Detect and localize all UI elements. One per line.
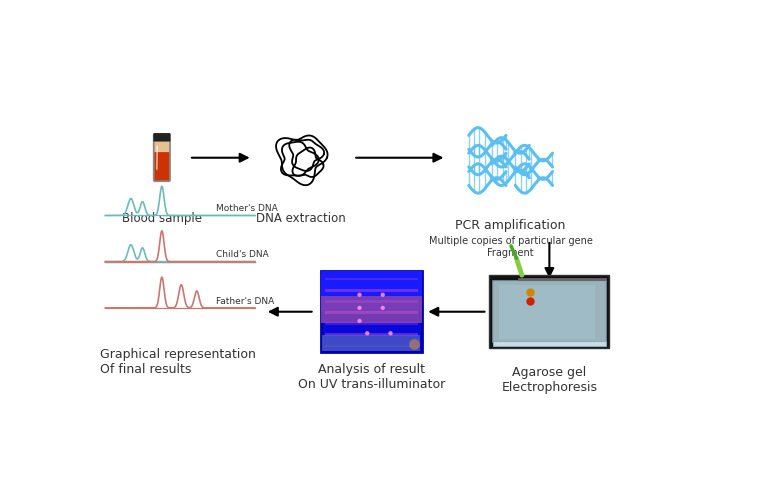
Text: Father's DNA: Father's DNA: [216, 297, 274, 306]
FancyBboxPatch shape: [325, 345, 418, 348]
Text: DNA extraction: DNA extraction: [257, 211, 346, 225]
Text: Multiple copies of particular gene
Fragment: Multiple copies of particular gene Fragm…: [429, 236, 593, 258]
Circle shape: [409, 339, 420, 350]
Text: Analysis of result
On UV trans-illuminator: Analysis of result On UV trans-illuminat…: [297, 363, 445, 391]
Circle shape: [381, 306, 385, 310]
Text: Graphical representation
Of final results: Graphical representation Of final result…: [100, 348, 256, 376]
FancyBboxPatch shape: [154, 136, 170, 156]
Text: PCR amplification: PCR amplification: [455, 219, 566, 232]
FancyBboxPatch shape: [154, 152, 170, 181]
FancyBboxPatch shape: [325, 300, 418, 303]
FancyBboxPatch shape: [325, 278, 418, 281]
FancyBboxPatch shape: [498, 285, 595, 339]
Text: Blood sample: Blood sample: [122, 211, 202, 225]
FancyBboxPatch shape: [325, 322, 418, 325]
FancyBboxPatch shape: [325, 289, 418, 291]
FancyBboxPatch shape: [323, 335, 420, 351]
FancyBboxPatch shape: [321, 271, 422, 352]
Circle shape: [381, 293, 385, 297]
FancyBboxPatch shape: [154, 133, 170, 141]
Circle shape: [389, 331, 392, 335]
FancyBboxPatch shape: [493, 281, 605, 342]
Circle shape: [365, 331, 369, 335]
Text: Mother's DNA: Mother's DNA: [216, 204, 278, 213]
Text: Agarose gel
Electrophoresis: Agarose gel Electrophoresis: [502, 366, 598, 393]
FancyBboxPatch shape: [489, 275, 610, 348]
FancyBboxPatch shape: [325, 311, 418, 314]
FancyBboxPatch shape: [493, 341, 605, 346]
Circle shape: [357, 319, 362, 323]
Circle shape: [357, 293, 362, 297]
FancyBboxPatch shape: [321, 296, 422, 323]
FancyBboxPatch shape: [321, 271, 422, 312]
Text: Child's DNA: Child's DNA: [216, 250, 269, 259]
FancyBboxPatch shape: [325, 333, 418, 336]
Circle shape: [357, 306, 362, 310]
